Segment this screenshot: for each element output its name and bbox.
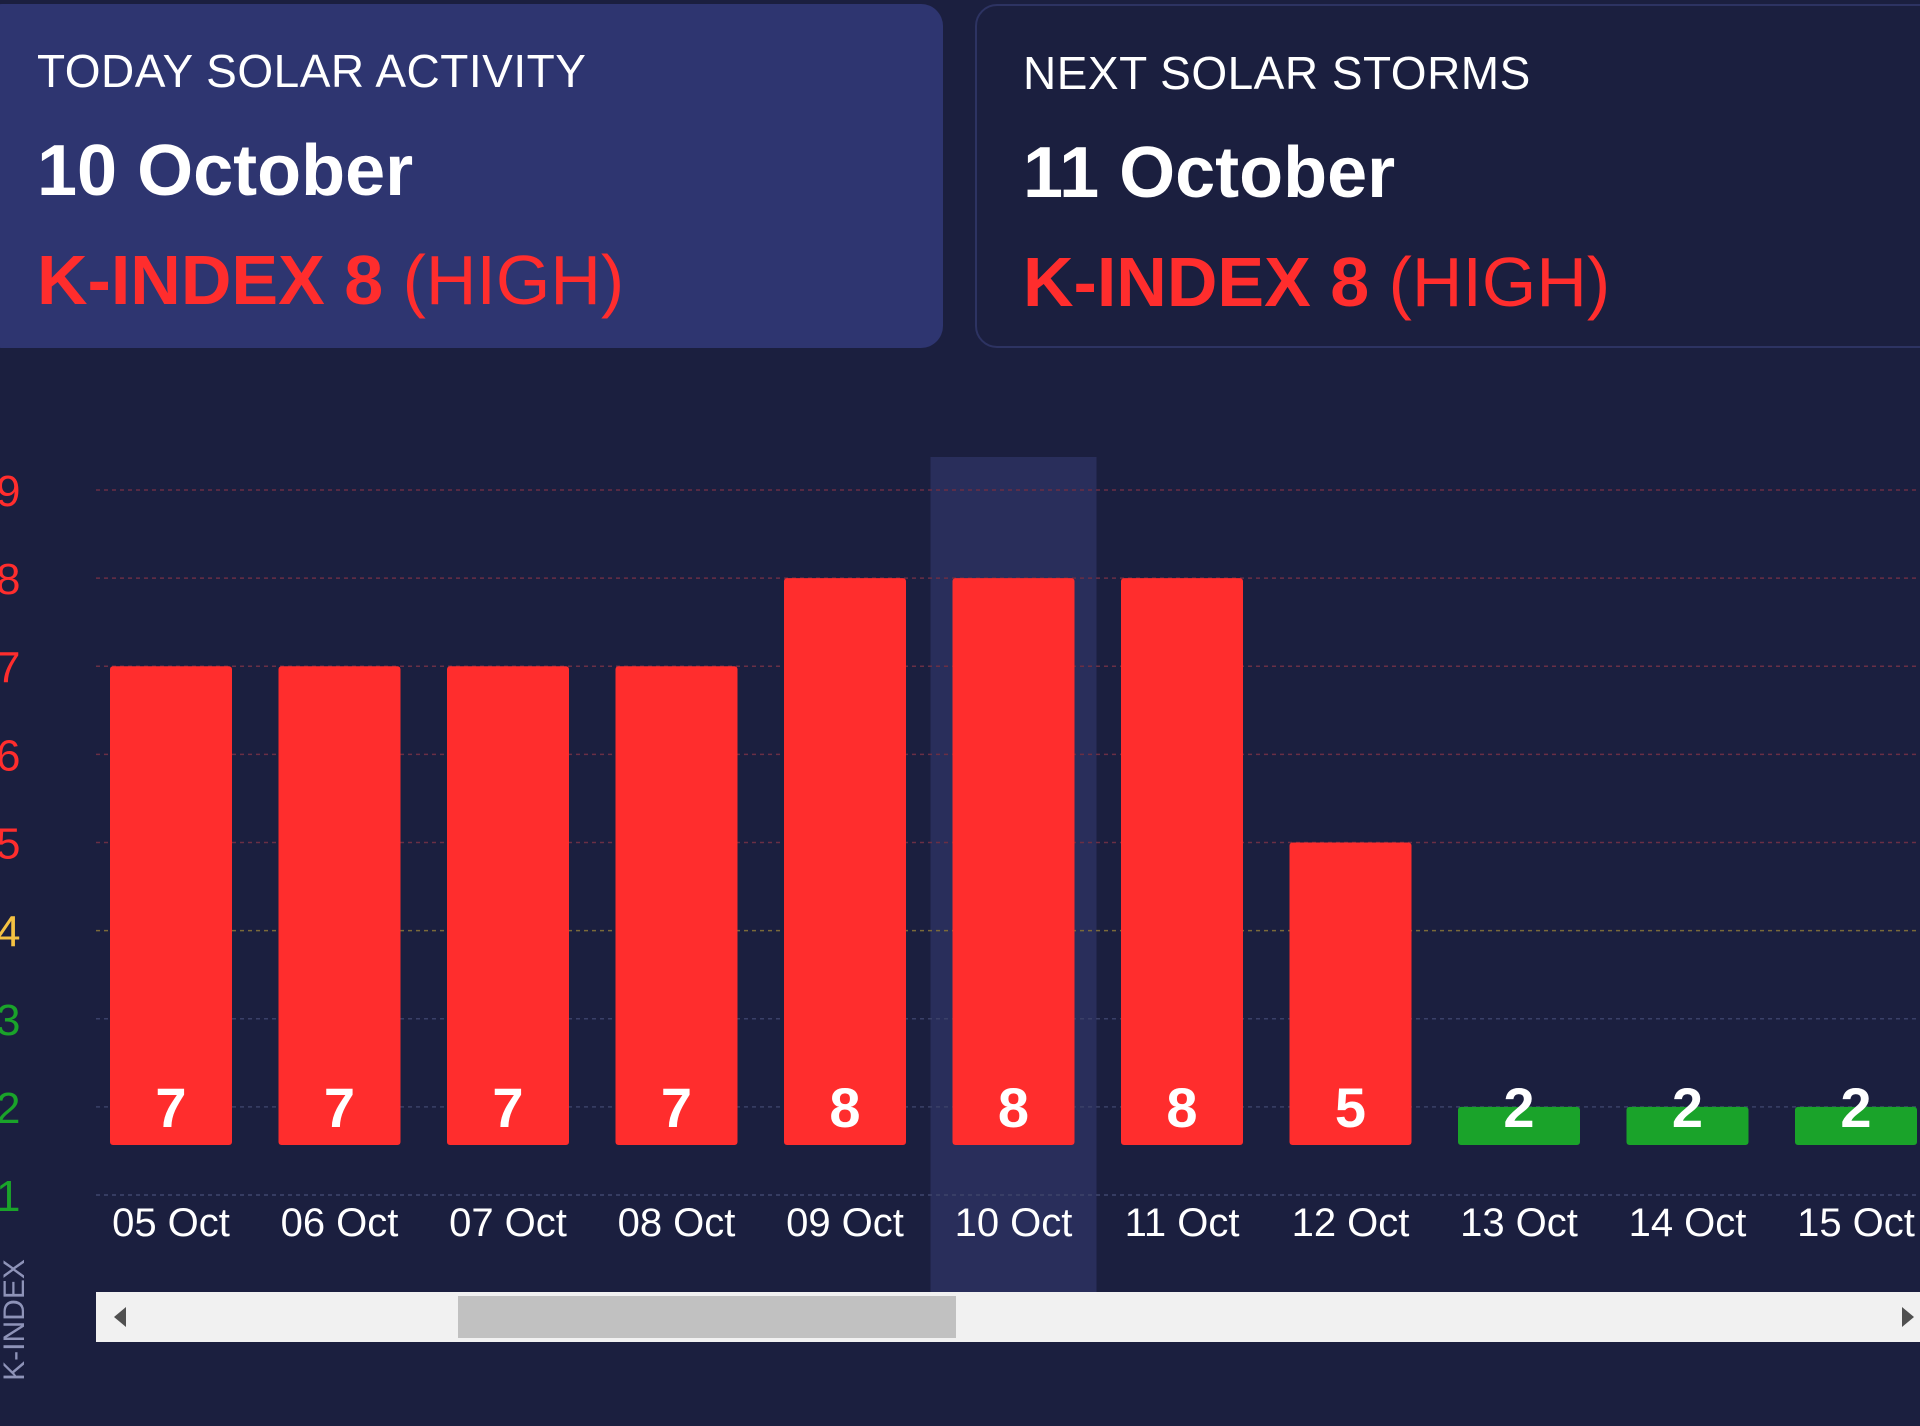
x-tick-label: 07 Oct xyxy=(449,1201,567,1245)
scroll-right-arrow-icon[interactable] xyxy=(1902,1307,1914,1327)
x-tick-label: 15 Oct xyxy=(1797,1201,1915,1245)
kindex-reading: K-INDEX 8 (HIGH) xyxy=(37,240,624,320)
bar-value-label: 2 xyxy=(1672,1076,1703,1139)
bar xyxy=(615,666,738,1145)
x-tick-label: 12 Oct xyxy=(1292,1201,1410,1245)
y-tick-label: 2 xyxy=(0,1084,20,1133)
bar xyxy=(278,666,401,1145)
x-tick-label: 06 Oct xyxy=(281,1201,399,1245)
kindex-level: (HIGH) xyxy=(1388,243,1611,321)
bar xyxy=(1795,1106,1917,1145)
bar-value-label: 2 xyxy=(1503,1076,1534,1139)
card-date: 11 October xyxy=(1023,133,1396,213)
y-axis-title: K-INDEX xyxy=(0,1259,31,1381)
bar xyxy=(110,666,232,1145)
y-tick-label: 3 xyxy=(0,996,20,1045)
card-date: 10 October xyxy=(37,131,414,211)
y-tick-label: 1 xyxy=(0,1172,20,1221)
scrollbar-thumb[interactable] xyxy=(457,1296,957,1338)
bar-value-label: 8 xyxy=(998,1076,1029,1139)
x-tick-label: 10 Oct xyxy=(955,1201,1073,1245)
bar xyxy=(447,666,569,1145)
bar xyxy=(1458,1106,1580,1145)
bar xyxy=(1121,578,1243,1145)
x-tick-label: 08 Oct xyxy=(618,1201,736,1245)
kindex-level: (HIGH) xyxy=(402,241,625,319)
x-tick-label: 13 Oct xyxy=(1460,1201,1578,1245)
x-tick-label: 09 Oct xyxy=(786,1201,904,1245)
bar xyxy=(784,578,906,1145)
bar xyxy=(1626,1106,1749,1145)
card-heading: TODAY SOLAR ACTIVITY xyxy=(37,45,587,97)
next-solar-storms-card[interactable]: NEXT SOLAR STORMS 11 October K-INDEX 8 (… xyxy=(975,4,1920,348)
x-tick-label: 11 Oct xyxy=(1125,1201,1240,1245)
scroll-left-arrow-icon[interactable] xyxy=(114,1307,126,1327)
bar-value-label: 7 xyxy=(324,1076,355,1139)
today-solar-activity-card[interactable]: TODAY SOLAR ACTIVITY 10 October K-INDEX … xyxy=(0,4,943,348)
kindex-reading: K-INDEX 8 (HIGH) xyxy=(1023,242,1610,322)
y-tick-label: 4 xyxy=(0,908,20,957)
bar-value-label: 8 xyxy=(829,1076,860,1139)
bar-value-label: 8 xyxy=(1166,1076,1197,1139)
bar-value-label: 5 xyxy=(1335,1076,1366,1139)
kindex-value: K-INDEX 8 xyxy=(1023,243,1370,321)
kindex-value: K-INDEX 8 xyxy=(37,241,384,319)
x-tick-label: 05 Oct xyxy=(112,1201,230,1245)
chart-scrollbar[interactable] xyxy=(96,1292,1920,1342)
y-tick-label: 9 xyxy=(0,467,20,516)
y-tick-label: 8 xyxy=(0,555,20,604)
bar xyxy=(952,578,1075,1145)
y-tick-label: 6 xyxy=(0,731,20,780)
bar-value-label: 7 xyxy=(661,1076,692,1139)
x-tick-label: 14 Oct xyxy=(1629,1201,1747,1245)
bar-value-label: 7 xyxy=(492,1076,523,1139)
bar-value-label: 2 xyxy=(1840,1076,1871,1139)
bar-value-label: 7 xyxy=(155,1076,186,1139)
bar xyxy=(1289,842,1412,1145)
y-tick-label: 7 xyxy=(0,643,20,692)
y-tick-label: 5 xyxy=(0,820,20,869)
card-heading: NEXT SOLAR STORMS xyxy=(1023,47,1531,99)
